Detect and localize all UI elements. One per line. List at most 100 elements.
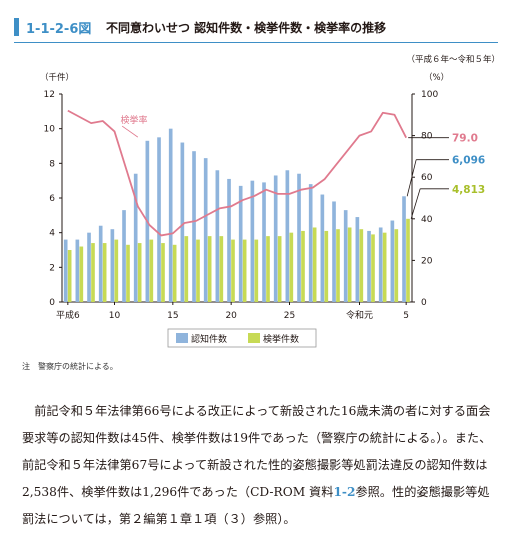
recognized-cases-bar: [110, 229, 115, 302]
recognized-cases-bar: [355, 217, 360, 302]
legend-label-recognized: 認知件数: [191, 333, 227, 345]
cleared-cases-bar: [67, 250, 72, 302]
recognized-cases-bar: [122, 210, 126, 302]
title-divider: [14, 42, 498, 43]
recognized-cases-bar: [378, 227, 383, 302]
left-tick-label: 12: [44, 90, 55, 100]
chart-labels: 検挙率 79.0 6,096 4,813: [121, 114, 485, 219]
recognized-cases-bar: [297, 173, 301, 302]
recognized-cases-bar: [262, 182, 266, 302]
right-tick-label: 60: [421, 173, 433, 183]
bars: [63, 128, 410, 302]
recognized-cases-bar: [227, 178, 231, 302]
recognized-cases-bar: [203, 158, 208, 302]
cleared-cases-bar: [219, 236, 224, 302]
legend-label-cleared: 検挙件数: [263, 333, 299, 345]
recognized-cases-bar: [285, 170, 290, 302]
left-tick-label: 4: [49, 229, 55, 239]
cleared-cases-bar: [324, 230, 329, 302]
recognized-cases-bar: [215, 170, 220, 302]
recognized-cases-bar: [390, 220, 395, 302]
cleared-cases-bar: [254, 239, 259, 302]
cleared-cases-bar: [149, 239, 154, 302]
cleared-cases-bar: [406, 218, 410, 302]
chart: （平成６年～令和５年） （千件） （%） 0 2 4 6 8 10 12 0 20 40 60 80 1…: [40, 54, 500, 348]
cleared-cases-bar: [172, 244, 177, 302]
cleared-cases-bar: [336, 229, 340, 302]
period-label: （平成６年～令和５年）: [406, 54, 500, 65]
legend: 認知件数 検挙件数: [167, 328, 317, 348]
cleared-cases-bar: [91, 243, 95, 302]
recognized-cases-bar: [332, 201, 336, 302]
cleared-cases-bar: [371, 234, 375, 302]
cleared-cases-bar: [289, 232, 294, 302]
recognized-end-label: 6,096: [452, 155, 485, 167]
cleared-cases-bar: [126, 244, 130, 302]
recognized-cases-bar: [87, 232, 91, 302]
x-tick-label: 平成6: [56, 309, 80, 321]
x-tick-label: 10: [109, 311, 121, 321]
recognized-cases-bar: [63, 239, 68, 302]
cleared-cases-bar: [114, 239, 119, 302]
right-tick-label: 80: [421, 132, 433, 142]
cleared-cases-bar: [394, 229, 399, 302]
right-tick-label: 100: [421, 90, 438, 100]
left-tick-label: 8: [49, 159, 55, 169]
recognized-cases-bar: [180, 142, 185, 302]
source-note: 注 警察庁の統計による。: [22, 362, 118, 371]
cleared-cases-bar: [207, 236, 212, 302]
cd-rom-reference[interactable]: 1-2: [333, 485, 356, 499]
right-axis-unit: （%）: [424, 72, 449, 83]
recognized-cases-bar: [98, 225, 103, 302]
x-tick-label: 20: [225, 311, 237, 321]
recognized-cases-bar: [192, 151, 196, 302]
cleared-cases-bar: [359, 229, 364, 302]
figure-number: 1-1-2-6図: [26, 22, 92, 37]
recognized-cases-bar: [157, 137, 161, 302]
recognized-cases-bar: [75, 239, 80, 302]
x-tick-label: 令和元: [346, 309, 373, 321]
x-tick-label: 5: [403, 311, 409, 321]
cleared-cases-bar: [196, 239, 200, 302]
figure-header: 1-1-2-6図 不同意わいせつ 認知件数・検挙件数・検挙率の推移: [14, 14, 500, 38]
axes: 0 2 4 6 8 10 12 0 20 40 60 80 100 平成6 10 15 20 25 令和元 5: [44, 90, 439, 321]
cleared-cases-bar: [102, 243, 107, 302]
recognized-cases-bar: [320, 194, 325, 302]
recognized-end-leader-a: [406, 159, 417, 197]
cleared-cases-bar: [79, 246, 84, 302]
right-tick-label: 0: [421, 298, 427, 308]
recognized-cases-bar: [367, 230, 371, 302]
cleared-cases-bar: [242, 239, 247, 302]
title-accent-bar: [14, 18, 19, 36]
cleared-cases-bar: [184, 236, 189, 302]
cleared-cases-bar: [161, 243, 165, 302]
right-tick-label: 20: [421, 256, 433, 266]
left-tick-label: 10: [44, 125, 56, 135]
legend-swatch-recognized: [176, 333, 188, 343]
left-axis-unit: （千件）: [40, 72, 74, 83]
recognized-cases-bar: [238, 185, 243, 302]
legend-box: [167, 328, 317, 348]
recognized-cases-bar: [168, 128, 173, 302]
recognized-cases-bar: [133, 173, 138, 302]
figure-title: 不同意わいせつ 認知件数・検挙件数・検挙率の推移: [106, 21, 387, 35]
rate-line: [67, 109, 407, 237]
cleared-end-label: 4,813: [452, 184, 485, 196]
left-tick-label: 6: [49, 194, 55, 204]
right-tick-label: 40: [421, 215, 433, 225]
cleared-cases-bar: [382, 232, 387, 302]
cleared-end-leader-a: [410, 188, 421, 219]
left-tick-label: 0: [49, 298, 55, 308]
cleared-cases-bar: [266, 236, 270, 302]
body-text-1: 前記令和５年法律第66号による改正によって新設された16歳未満の者に対する面会要…: [22, 404, 492, 499]
clearance-rate-line: [67, 109, 407, 237]
recognized-cases-bar: [308, 184, 313, 302]
cleared-cases-bar: [231, 239, 235, 302]
x-tick-label: 15: [167, 311, 178, 321]
recognized-cases-bar: [273, 175, 278, 302]
cleared-cases-bar: [301, 230, 305, 302]
cleared-cases-bar: [347, 227, 352, 302]
legend-swatch-cleared: [248, 333, 260, 343]
body-paragraph: 前記令和５年法律第66号による改正によって新設された16歳未満の者に対する面会要…: [22, 398, 500, 533]
recognized-cases-bar: [343, 210, 348, 302]
